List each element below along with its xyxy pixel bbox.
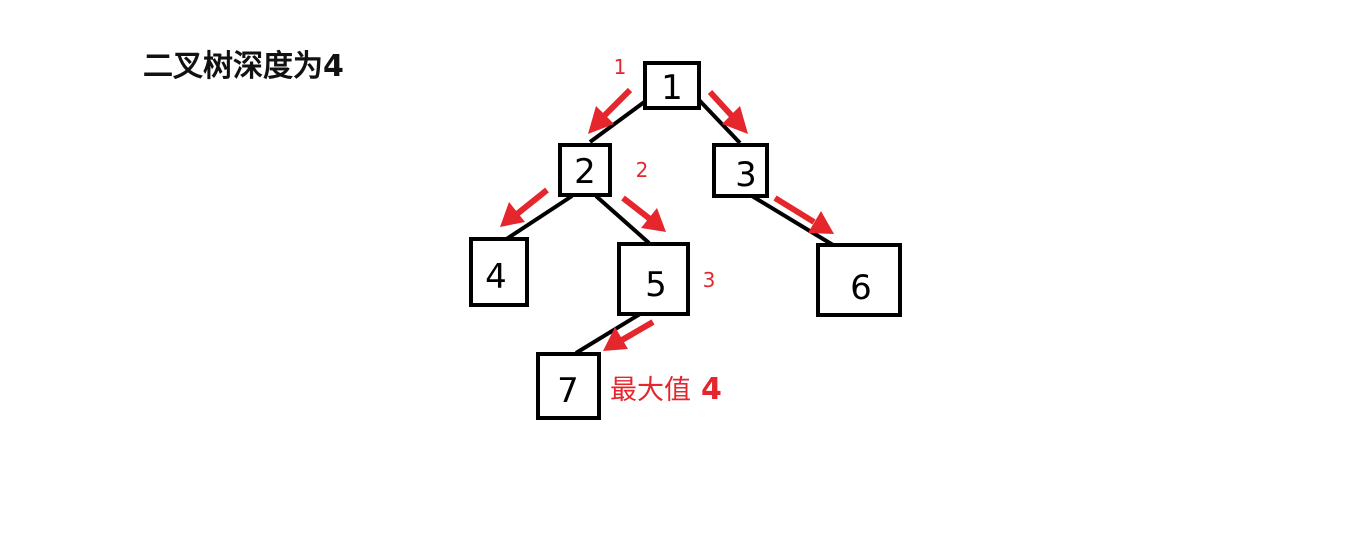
max-depth-text: 最大值 — [610, 375, 691, 406]
tree-node-2: 2 — [558, 143, 612, 197]
edge-1-3 — [697, 98, 742, 145]
tree-node-5: 5 — [617, 242, 690, 316]
depth-label-1: 1 — [614, 55, 627, 79]
max-depth-value: 4 — [701, 372, 722, 407]
tree-node-6: 6 — [816, 243, 902, 317]
node-label: 3 — [735, 155, 757, 195]
arrow-3-to-6 — [773, 195, 834, 234]
arrow-5-to-7 — [603, 319, 655, 351]
tree-node-4: 4 — [469, 237, 529, 307]
node-label: 4 — [485, 257, 507, 297]
page-title: 二叉树深度为4 — [143, 49, 344, 84]
node-label: 7 — [557, 371, 579, 411]
tree-node-3: 3 — [712, 143, 769, 198]
node-box — [558, 143, 612, 197]
edge-1-2 — [588, 98, 649, 144]
traversal-arrows — [500, 87, 834, 351]
edge-3-6 — [750, 194, 835, 247]
tree-edges — [503, 98, 835, 355]
edge-5-7 — [574, 312, 642, 355]
max-depth-label: 最大值 4 — [610, 372, 722, 407]
edge-2-5 — [594, 194, 651, 245]
arrow-2-to-4 — [500, 187, 549, 227]
node-box — [617, 242, 690, 316]
arrow-2-to-5 — [621, 195, 666, 232]
edge-2-4 — [503, 194, 574, 242]
node-box — [712, 143, 769, 198]
depth-label-3: 3 — [703, 268, 716, 292]
node-label: 1 — [661, 68, 683, 108]
arrow-1-to-2 — [588, 87, 633, 134]
tree-node-1: 1 — [643, 61, 701, 110]
node-box — [536, 352, 601, 420]
node-box — [469, 237, 529, 307]
depth-label-2: 2 — [636, 158, 649, 182]
node-box — [816, 243, 902, 317]
tree-node-7: 7 — [536, 352, 601, 420]
node-box — [643, 61, 701, 110]
node-label: 2 — [574, 152, 596, 192]
arrow-1-to-3 — [707, 89, 748, 134]
node-label: 5 — [645, 265, 667, 305]
node-label: 6 — [850, 268, 872, 308]
